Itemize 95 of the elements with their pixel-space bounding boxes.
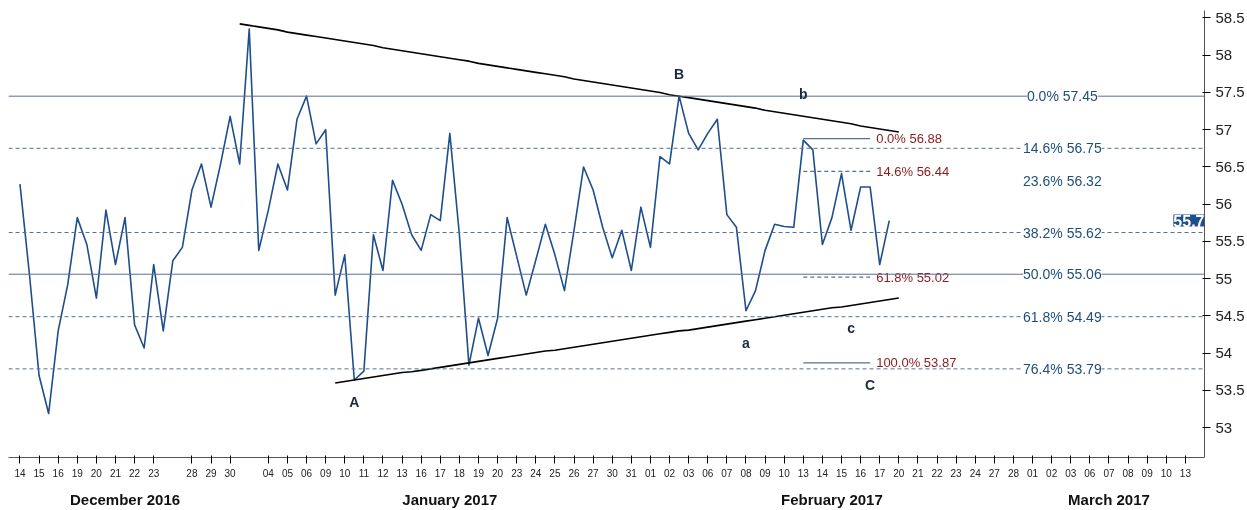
- x-tick-label: 28: [186, 467, 198, 479]
- x-tick-label: 07: [1103, 467, 1115, 479]
- ref-line-label: 14.6% 56.75: [1023, 140, 1102, 157]
- x-tick-label: 26: [568, 467, 581, 479]
- x-tick-label: 09: [759, 467, 772, 479]
- x-tick-label: 23: [950, 467, 963, 479]
- x-tick-label: 13: [797, 467, 810, 479]
- x-tick-label: 24: [530, 467, 542, 479]
- ref-line-label: 61.8% 54.49: [1023, 308, 1102, 325]
- text: January 2017: [402, 490, 498, 508]
- x-tick-label: 11: [358, 467, 370, 479]
- annotation: C: [865, 376, 876, 393]
- x-tick-label: 20: [492, 467, 504, 479]
- x-tick-label: 10: [1160, 467, 1173, 479]
- y-tick-label: 58.5: [1215, 8, 1245, 26]
- y-tick-label: 53: [1215, 418, 1233, 436]
- x-tick-label: 24: [969, 467, 982, 479]
- x-tick-label: 15: [33, 467, 46, 479]
- x-tick-label: 18: [453, 467, 466, 479]
- text: February 2017: [781, 490, 883, 508]
- x-tick-label: 28: [1007, 467, 1020, 479]
- x-tick-label: 19: [71, 467, 84, 479]
- x-tick-label: 14: [816, 467, 829, 479]
- x-tick-label: 25: [549, 467, 561, 479]
- annotation: B: [674, 66, 685, 83]
- x-tick-label: 10: [778, 467, 791, 479]
- y-tick-label: 56.5: [1215, 157, 1245, 175]
- x-tick-label: 06: [1084, 467, 1096, 479]
- x-tick-label: 03: [683, 467, 695, 479]
- y-tick-label: 56: [1215, 195, 1233, 213]
- series-label: 100.0% 53.87: [876, 355, 957, 371]
- x-tick-label: 01: [1026, 467, 1039, 479]
- x-tick-label: 20: [90, 467, 103, 479]
- x-tick-label: 08: [740, 467, 752, 479]
- x-tick-label: 21: [912, 467, 924, 479]
- ref-line-label: 76.4% 53.79: [1023, 360, 1102, 377]
- x-tick-label: 22: [931, 467, 944, 479]
- annotation: A: [349, 394, 360, 411]
- y-tick-label: 55: [1215, 269, 1233, 287]
- x-tick-label: 19: [472, 467, 485, 479]
- x-tick-label: 12: [377, 467, 389, 479]
- text: December 2016: [70, 490, 181, 508]
- y-tick-label: 54: [1215, 344, 1233, 362]
- annotation: c: [847, 319, 856, 336]
- x-tick-label: 13: [1179, 467, 1192, 479]
- x-tick-label: 27: [988, 467, 1001, 479]
- series-label: 61.8% 55.02: [876, 269, 950, 285]
- x-tick-label: 23: [148, 467, 160, 479]
- x-tick-label: 13: [396, 467, 409, 479]
- x-tick-label: 01: [644, 467, 657, 479]
- x-tick-label: 10: [339, 467, 351, 479]
- x-tick-label: 14: [14, 467, 26, 479]
- series-label: 0.0% 56.88: [876, 131, 942, 147]
- x-tick-label: 16: [855, 467, 867, 479]
- annotation: 55.7: [1173, 212, 1205, 230]
- x-tick-label: 02: [663, 467, 676, 479]
- x-tick-label: 04: [262, 467, 275, 479]
- x-tick-label: 05: [281, 467, 294, 479]
- annotation: 23.6% 56.32: [1023, 173, 1102, 190]
- x-tick-label: 09: [1141, 467, 1154, 479]
- x-tick-label: 30: [224, 467, 237, 479]
- x-tick-label: 06: [300, 467, 313, 479]
- line-series: [238, 23, 900, 133]
- ref-line-label: 38.2% 55.62: [1023, 224, 1102, 241]
- ref-line-label: 50.0% 55.06: [1023, 266, 1102, 283]
- x-tick-label: 30: [606, 467, 619, 479]
- y-tick-label: 57: [1215, 120, 1233, 138]
- x-tick-label: 02: [1046, 467, 1058, 479]
- annotation: a: [742, 335, 751, 352]
- y-tick-label: 54.5: [1215, 306, 1245, 324]
- y-tick-label: 53.5: [1215, 381, 1245, 399]
- y-tick-label: 55.5: [1215, 232, 1245, 250]
- series-label: 14.6% 56.44: [876, 163, 950, 179]
- y-tick-label: 58: [1215, 46, 1233, 64]
- y-tick-label: 57.5: [1215, 83, 1245, 101]
- annotation: b: [799, 86, 808, 103]
- x-tick-label: 16: [415, 467, 428, 479]
- text: March 2017: [1068, 490, 1150, 508]
- x-tick-label: 15: [835, 467, 848, 479]
- x-tick-label: 17: [434, 467, 447, 479]
- x-tick-label: 22: [129, 467, 141, 479]
- ref-line-label: 0.0% 57.45: [1026, 88, 1098, 105]
- x-tick-label: 08: [1122, 467, 1135, 479]
- x-tick-label: 03: [1065, 467, 1077, 479]
- x-tick-label: 17: [874, 467, 886, 479]
- x-tick-label: 21: [109, 467, 122, 479]
- x-tick-label: 27: [587, 467, 600, 479]
- x-tick-label: 20: [893, 467, 905, 479]
- x-tick-label: 09: [320, 467, 332, 479]
- x-tick-label: 07: [721, 467, 733, 479]
- x-tick-label: 16: [52, 467, 65, 479]
- x-tick-label: 29: [205, 467, 218, 479]
- x-tick-label: 31: [625, 467, 638, 479]
- x-tick-label: 23: [511, 467, 523, 479]
- x-tick-label: 06: [702, 467, 714, 479]
